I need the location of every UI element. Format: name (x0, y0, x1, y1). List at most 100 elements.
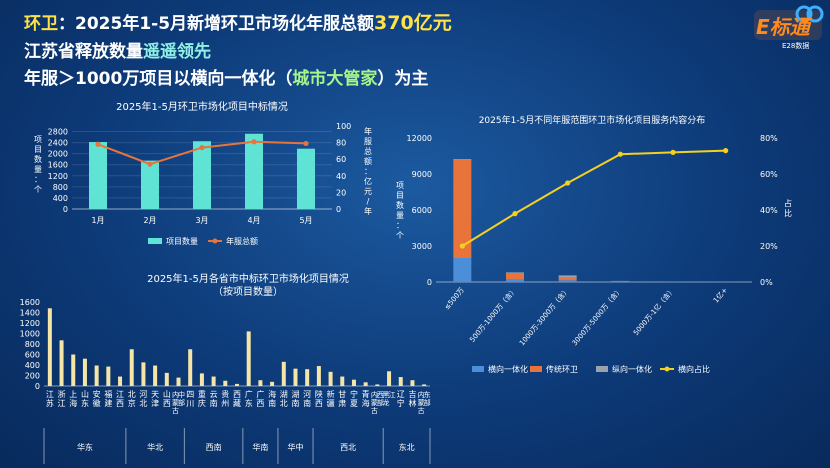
bar (422, 384, 427, 386)
bar (281, 361, 286, 386)
bar (410, 380, 415, 386)
bar (47, 308, 52, 386)
y-tick-label: 2400 (48, 139, 68, 148)
province-chart: 2025年1-5月各省市中标环卫市场化项目情况（按项目数量）0200400600… (20, 272, 431, 464)
y-right-tick-label: 60% (760, 170, 778, 179)
bar (153, 365, 158, 386)
bar (375, 384, 380, 386)
bar (340, 376, 345, 386)
stacked-bar-segment (453, 159, 472, 258)
stacked-bar-segment (506, 272, 524, 273)
bar (387, 371, 392, 386)
bar (199, 373, 204, 386)
legend-swatch (472, 366, 484, 372)
chart-title: 2025年1-5月不同年服范围环卫市场化项目服务内容分布 (479, 114, 706, 126)
line-point (459, 243, 465, 249)
x-tick-label: 山西 (163, 389, 171, 408)
headline-line-3-emphasis: 城市大管家 (292, 69, 378, 89)
y-tick-label: 800 (53, 183, 68, 192)
bar (193, 141, 211, 209)
x-tick-label: 吉林 (408, 390, 416, 408)
bar (223, 380, 228, 386)
bar (363, 382, 368, 386)
x-tick-label: 内蒙古 (371, 390, 378, 415)
y-tick-label: 0 (35, 382, 40, 391)
line-point (617, 151, 623, 157)
x-tick-label: 江西 (116, 390, 124, 408)
headline-value: 370亿元 (374, 12, 452, 34)
headline-line-2-emphasis: 遥遥领先 (143, 42, 211, 62)
x-tick-label: 黑龙 (383, 391, 390, 407)
y-tick-label: 1600 (48, 161, 68, 170)
x-tick-label: 辽宁 (397, 390, 405, 408)
x-tick-label: 浙江 (58, 389, 66, 408)
y-tick-label: 1600 (20, 298, 40, 307)
x-tick-label: 江 (389, 391, 396, 399)
x-tick-label: 内蒙古 (172, 390, 179, 415)
bar (188, 349, 193, 386)
y-tick-label: 12000 (407, 134, 432, 143)
x-tick-label: 海南 (268, 389, 276, 408)
x-tick-label: 青海 (362, 389, 370, 408)
legend-marker (664, 366, 670, 372)
stacked-bar-segment (453, 159, 472, 160)
y-right-axis-label: 占比 (784, 198, 792, 218)
headline-prefix: 环卫 (24, 14, 58, 34)
bar (293, 368, 298, 386)
legend-label: 横向一体化 (488, 364, 528, 374)
x-tick-label: 1月 (91, 216, 104, 225)
y-tick-label: 600 (25, 351, 40, 360)
group-label: 华中 (287, 442, 303, 452)
line-point (723, 148, 729, 154)
y-tick-label: 1400 (20, 309, 40, 318)
logo-text: E标通 (756, 15, 813, 39)
headline-line-3-post: ）为主 (377, 69, 429, 89)
logo-subtext: E28数据 (782, 41, 809, 50)
x-tick-label: 广西 (256, 389, 264, 408)
x-tick-label: 西部 (377, 391, 384, 407)
bar (245, 133, 263, 209)
y-tick-label: 9000 (412, 170, 432, 179)
legend-label: 年服总额 (226, 236, 258, 246)
bar (258, 380, 263, 386)
x-tick-label: 中部 (178, 390, 185, 407)
x-tick-label: 云南 (210, 390, 218, 408)
x-tick-label: 重庆 (198, 389, 206, 408)
y-right-tick-label: 20 (336, 188, 346, 197)
service-distribution-chart: 2025年1-5月不同年服范围环卫市场化项目服务内容分布 0 3000 6000 900… (396, 114, 792, 374)
line-point (670, 149, 676, 155)
line-point (95, 141, 101, 147)
bar (235, 383, 239, 386)
group-label: 华东 (77, 442, 93, 452)
x-tick-label: 上海 (69, 390, 77, 408)
x-tick-label: ≤500万 (443, 286, 466, 311)
x-tick-label: 湖南 (291, 390, 299, 408)
x-tick-label: 新疆 (327, 389, 335, 408)
x-tick-label: 甘肃 (338, 389, 346, 408)
y-tick-label: 2000 (48, 150, 68, 159)
x-tick-label: 河南 (303, 389, 311, 408)
y-tick-label: 2800 (48, 128, 68, 137)
bar (141, 362, 146, 386)
x-tick-label: 陕西 (315, 389, 323, 408)
y-tick-label: 1000 (20, 330, 40, 339)
headline-line-2: 江苏省释放数量遥遥领先 (24, 37, 211, 62)
y-tick-label: 1200 (20, 319, 40, 328)
legend-swatch (596, 366, 608, 372)
y-axis-label: 项目数量：个 (396, 181, 404, 240)
x-tick-label: 安徽 (93, 389, 101, 408)
y-tick-label: 0 (63, 205, 68, 214)
x-tick-label: 福建 (104, 390, 112, 408)
y-tick-label: 1200 (48, 172, 68, 181)
y-tick-label: 6000 (412, 206, 432, 215)
x-tick-label: 山东 (81, 389, 89, 408)
x-tick-label: 广东 (245, 389, 253, 408)
line-point (565, 180, 571, 186)
line-point (251, 139, 257, 145)
bar (82, 358, 87, 386)
x-tick-label: 3000万-5000万（含） (570, 286, 624, 348)
headline-text: ：2025年1-5月新增环卫市场化年服总额 (58, 14, 375, 34)
chart-subtitle: （按项目数量） (213, 285, 283, 298)
line-point (303, 140, 309, 147)
bar (71, 354, 76, 386)
